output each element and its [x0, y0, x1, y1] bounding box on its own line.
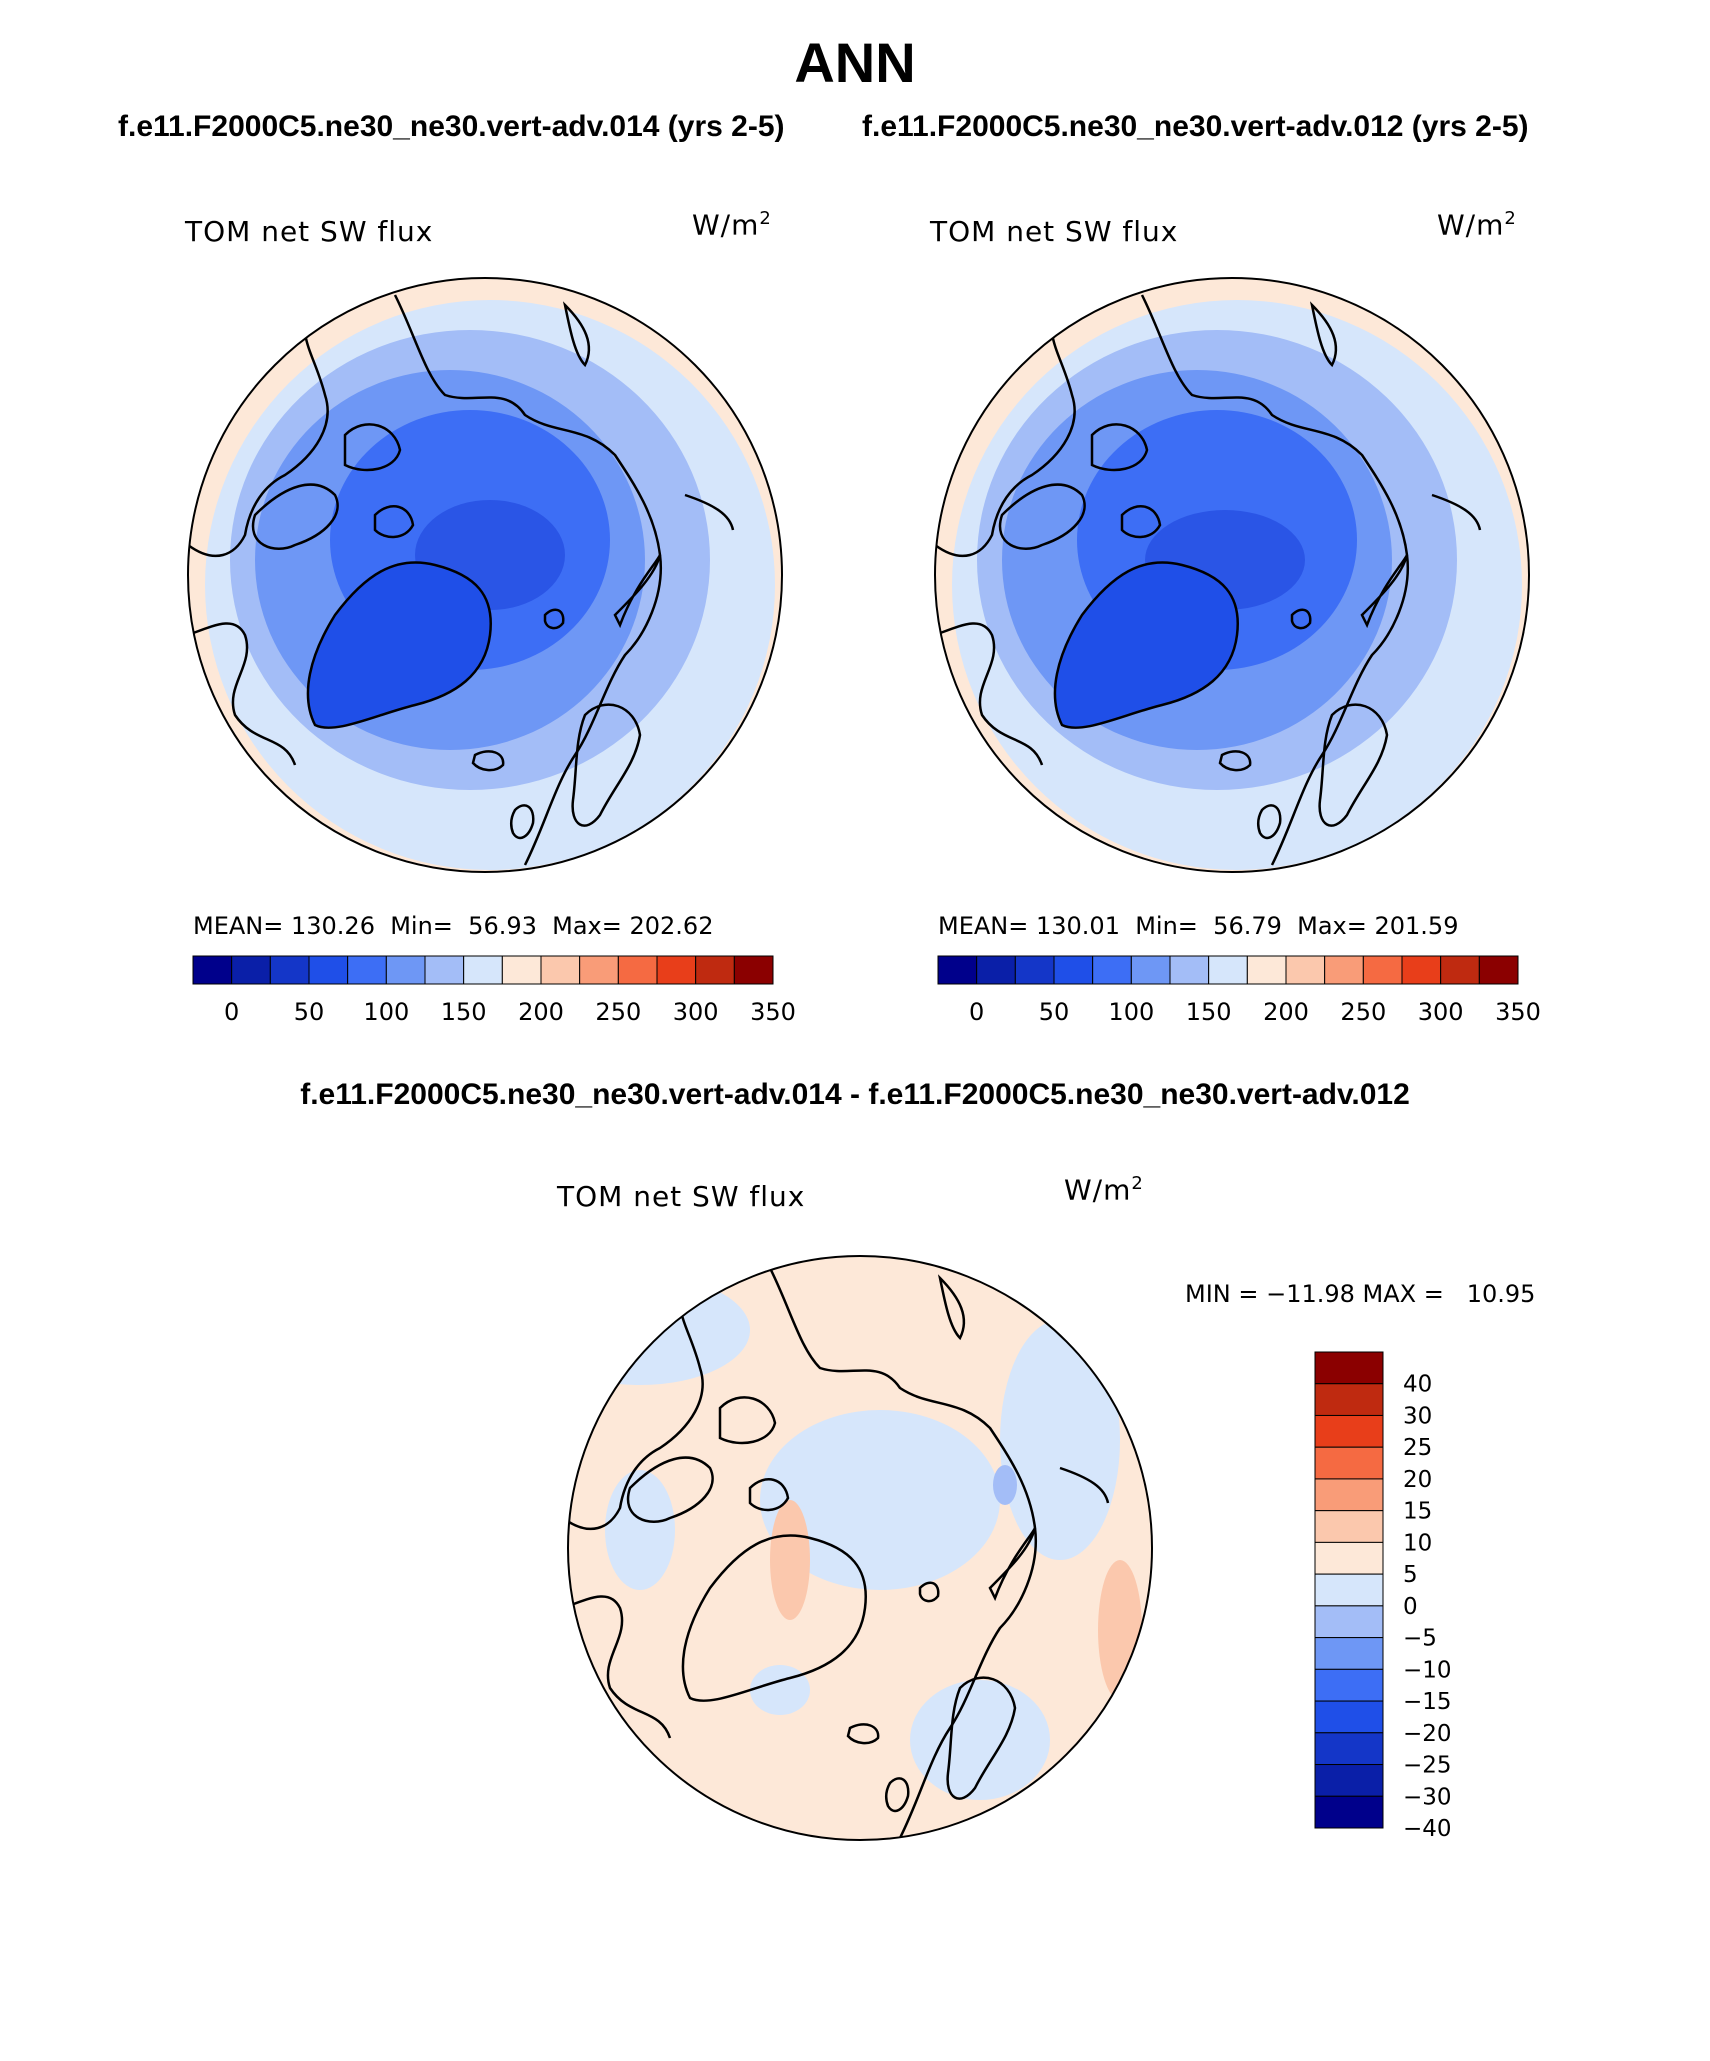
colorbar-tick-label: 150: [441, 998, 487, 1026]
colorbar-swatch: [501, 955, 542, 985]
colorbar-swatch: [1092, 955, 1132, 985]
colorbar-swatch: [1246, 955, 1287, 985]
map-panel-2: [935, 278, 1529, 872]
colorbar-tick-label: 20: [1403, 1467, 1432, 1493]
colorbar-swatch: [1314, 1795, 1384, 1829]
colorbar-swatch: [385, 955, 426, 985]
colorbar-swatch: [1314, 1668, 1384, 1702]
colorbar-swatch: [656, 955, 697, 985]
colorbar-tick-label: 150: [1186, 998, 1232, 1026]
colorbar-swatch: [1401, 955, 1442, 985]
colorbar-tick-label: 200: [518, 998, 564, 1026]
colorbar-tick-label: −10: [1403, 1657, 1452, 1683]
colorbar-swatch: [540, 955, 581, 985]
colorbar-swatch: [1314, 1573, 1384, 1607]
colorbar-tick-label: 0: [224, 998, 239, 1026]
difference-title: f.e11.F2000C5.ne30_ne30.vert-adv.014 - f…: [300, 1078, 1410, 1111]
colorbar-tick-label: 200: [1263, 998, 1309, 1026]
colorbar-panel-1: 0 50 100 150 200 250 300 350: [192, 955, 796, 1026]
panel-2-variable: TOM net SW flux: [930, 215, 1179, 248]
colorbar-swatch: [1362, 955, 1403, 985]
colorbar-tick-label: −25: [1403, 1753, 1452, 1779]
colorbar-tick-label: −5: [1403, 1626, 1437, 1652]
colorbar-swatch: [695, 955, 735, 985]
colorbar-swatch: [463, 955, 503, 985]
colorbar-swatch: [1314, 1383, 1384, 1416]
control-case-title: f.e11.F2000C5.ne30_ne30.vert-adv.012 (yr…: [862, 110, 1529, 143]
colorbar-swatch: [347, 955, 387, 985]
colorbar-swatch: [1208, 955, 1248, 985]
colorbar-tick-label: 250: [1340, 998, 1386, 1026]
colorbar-tick-label: 300: [673, 998, 719, 1026]
colorbar-tick-label: −15: [1403, 1689, 1452, 1715]
colorbar-tick-label: 10: [1403, 1530, 1432, 1556]
colorbar-swatch: [1314, 1764, 1384, 1797]
colorbar-tick-label: 100: [1108, 998, 1154, 1026]
panel-3-variable: TOM net SW flux: [557, 1180, 806, 1213]
colorbar-swatch: [1314, 1700, 1384, 1734]
colorbar-panel-2: 0 50 100 150 200 250 300 350: [937, 955, 1541, 1026]
colorbar-swatch: [1314, 1637, 1384, 1670]
colorbar-tick-label: −20: [1403, 1721, 1452, 1747]
colorbar-swatch: [1014, 955, 1055, 985]
colorbar-swatch: [308, 955, 349, 985]
colorbar-swatch: [1314, 1510, 1384, 1543]
panel-1-variable: TOM net SW flux: [185, 215, 434, 248]
colorbar-swatch: [1314, 1605, 1384, 1639]
colorbar-swatch: [1130, 955, 1171, 985]
panel-1-units: W/m2: [692, 208, 772, 242]
colorbar-tick-label: 40: [1403, 1372, 1432, 1398]
panel-3-units: W/m2: [1064, 1173, 1144, 1207]
colorbar-tick-label: −30: [1403, 1784, 1452, 1810]
colorbar-swatch: [1314, 1414, 1384, 1448]
colorbar-swatch: [424, 955, 465, 985]
colorbar-tick-label: 50: [294, 998, 325, 1026]
colorbar-swatch: [579, 955, 619, 985]
colorbar-swatch: [1314, 1732, 1384, 1766]
map-panel-1: [188, 278, 782, 872]
colorbar-swatch: [1440, 955, 1480, 985]
colorbar-tick-label: 350: [750, 998, 796, 1026]
colorbar-tick-label: 30: [1403, 1403, 1432, 1429]
panel-2-units: W/m2: [1437, 208, 1517, 242]
colorbar-tick-label: 0: [1403, 1594, 1418, 1620]
colorbar-difference: 40 30 25 20 15 10 5 0 −5 −10 −15 −20 −25 −30 −40: [1314, 1351, 1452, 1842]
colorbar-swatch: [617, 955, 658, 985]
colorbar-swatch: [1478, 955, 1519, 985]
colorbar-swatch: [1314, 1478, 1384, 1512]
map-panel-3: [568, 1256, 1152, 1840]
panel-2-stats: MEAN= 130.01 Min= 56.79 Max= 201.59: [938, 912, 1459, 940]
panel-3-stats: MIN = −11.98 MAX = 10.95: [1185, 1280, 1536, 1308]
colorbar-swatch: [1285, 955, 1326, 985]
colorbar-swatch: [1314, 1541, 1384, 1575]
panel-1-stats: MEAN= 130.26 Min= 56.93 Max= 202.62: [193, 912, 714, 940]
colorbar-tick-label: 350: [1495, 998, 1541, 1026]
colorbar-tick-label: 15: [1403, 1499, 1432, 1525]
colorbar-swatch: [733, 955, 774, 985]
colorbar-tick-label: −40: [1403, 1816, 1452, 1842]
test-case-title: f.e11.F2000C5.ne30_ne30.vert-adv.014 (yr…: [118, 110, 785, 143]
page-title: ANN: [794, 31, 916, 94]
colorbar-swatch: [976, 955, 1016, 985]
colorbar-swatch: [1169, 955, 1210, 985]
colorbar-tick-label: 0: [969, 998, 984, 1026]
colorbar-swatch: [1314, 1351, 1384, 1385]
colorbar-swatch: [1324, 955, 1364, 985]
colorbar-tick-label: 50: [1039, 998, 1070, 1026]
colorbar-swatch: [192, 955, 233, 985]
colorbar-swatch: [937, 955, 978, 985]
colorbar-tick-label: 25: [1403, 1435, 1432, 1461]
colorbar-tick-label: 250: [595, 998, 641, 1026]
colorbar-tick-label: 5: [1403, 1562, 1418, 1588]
colorbar-swatch: [269, 955, 310, 985]
colorbar-swatch: [1053, 955, 1094, 985]
colorbar-tick-label: 300: [1418, 998, 1464, 1026]
colorbar-swatch: [1314, 1446, 1384, 1480]
colorbar-tick-label: 100: [363, 998, 409, 1026]
colorbar-swatch: [231, 955, 271, 985]
